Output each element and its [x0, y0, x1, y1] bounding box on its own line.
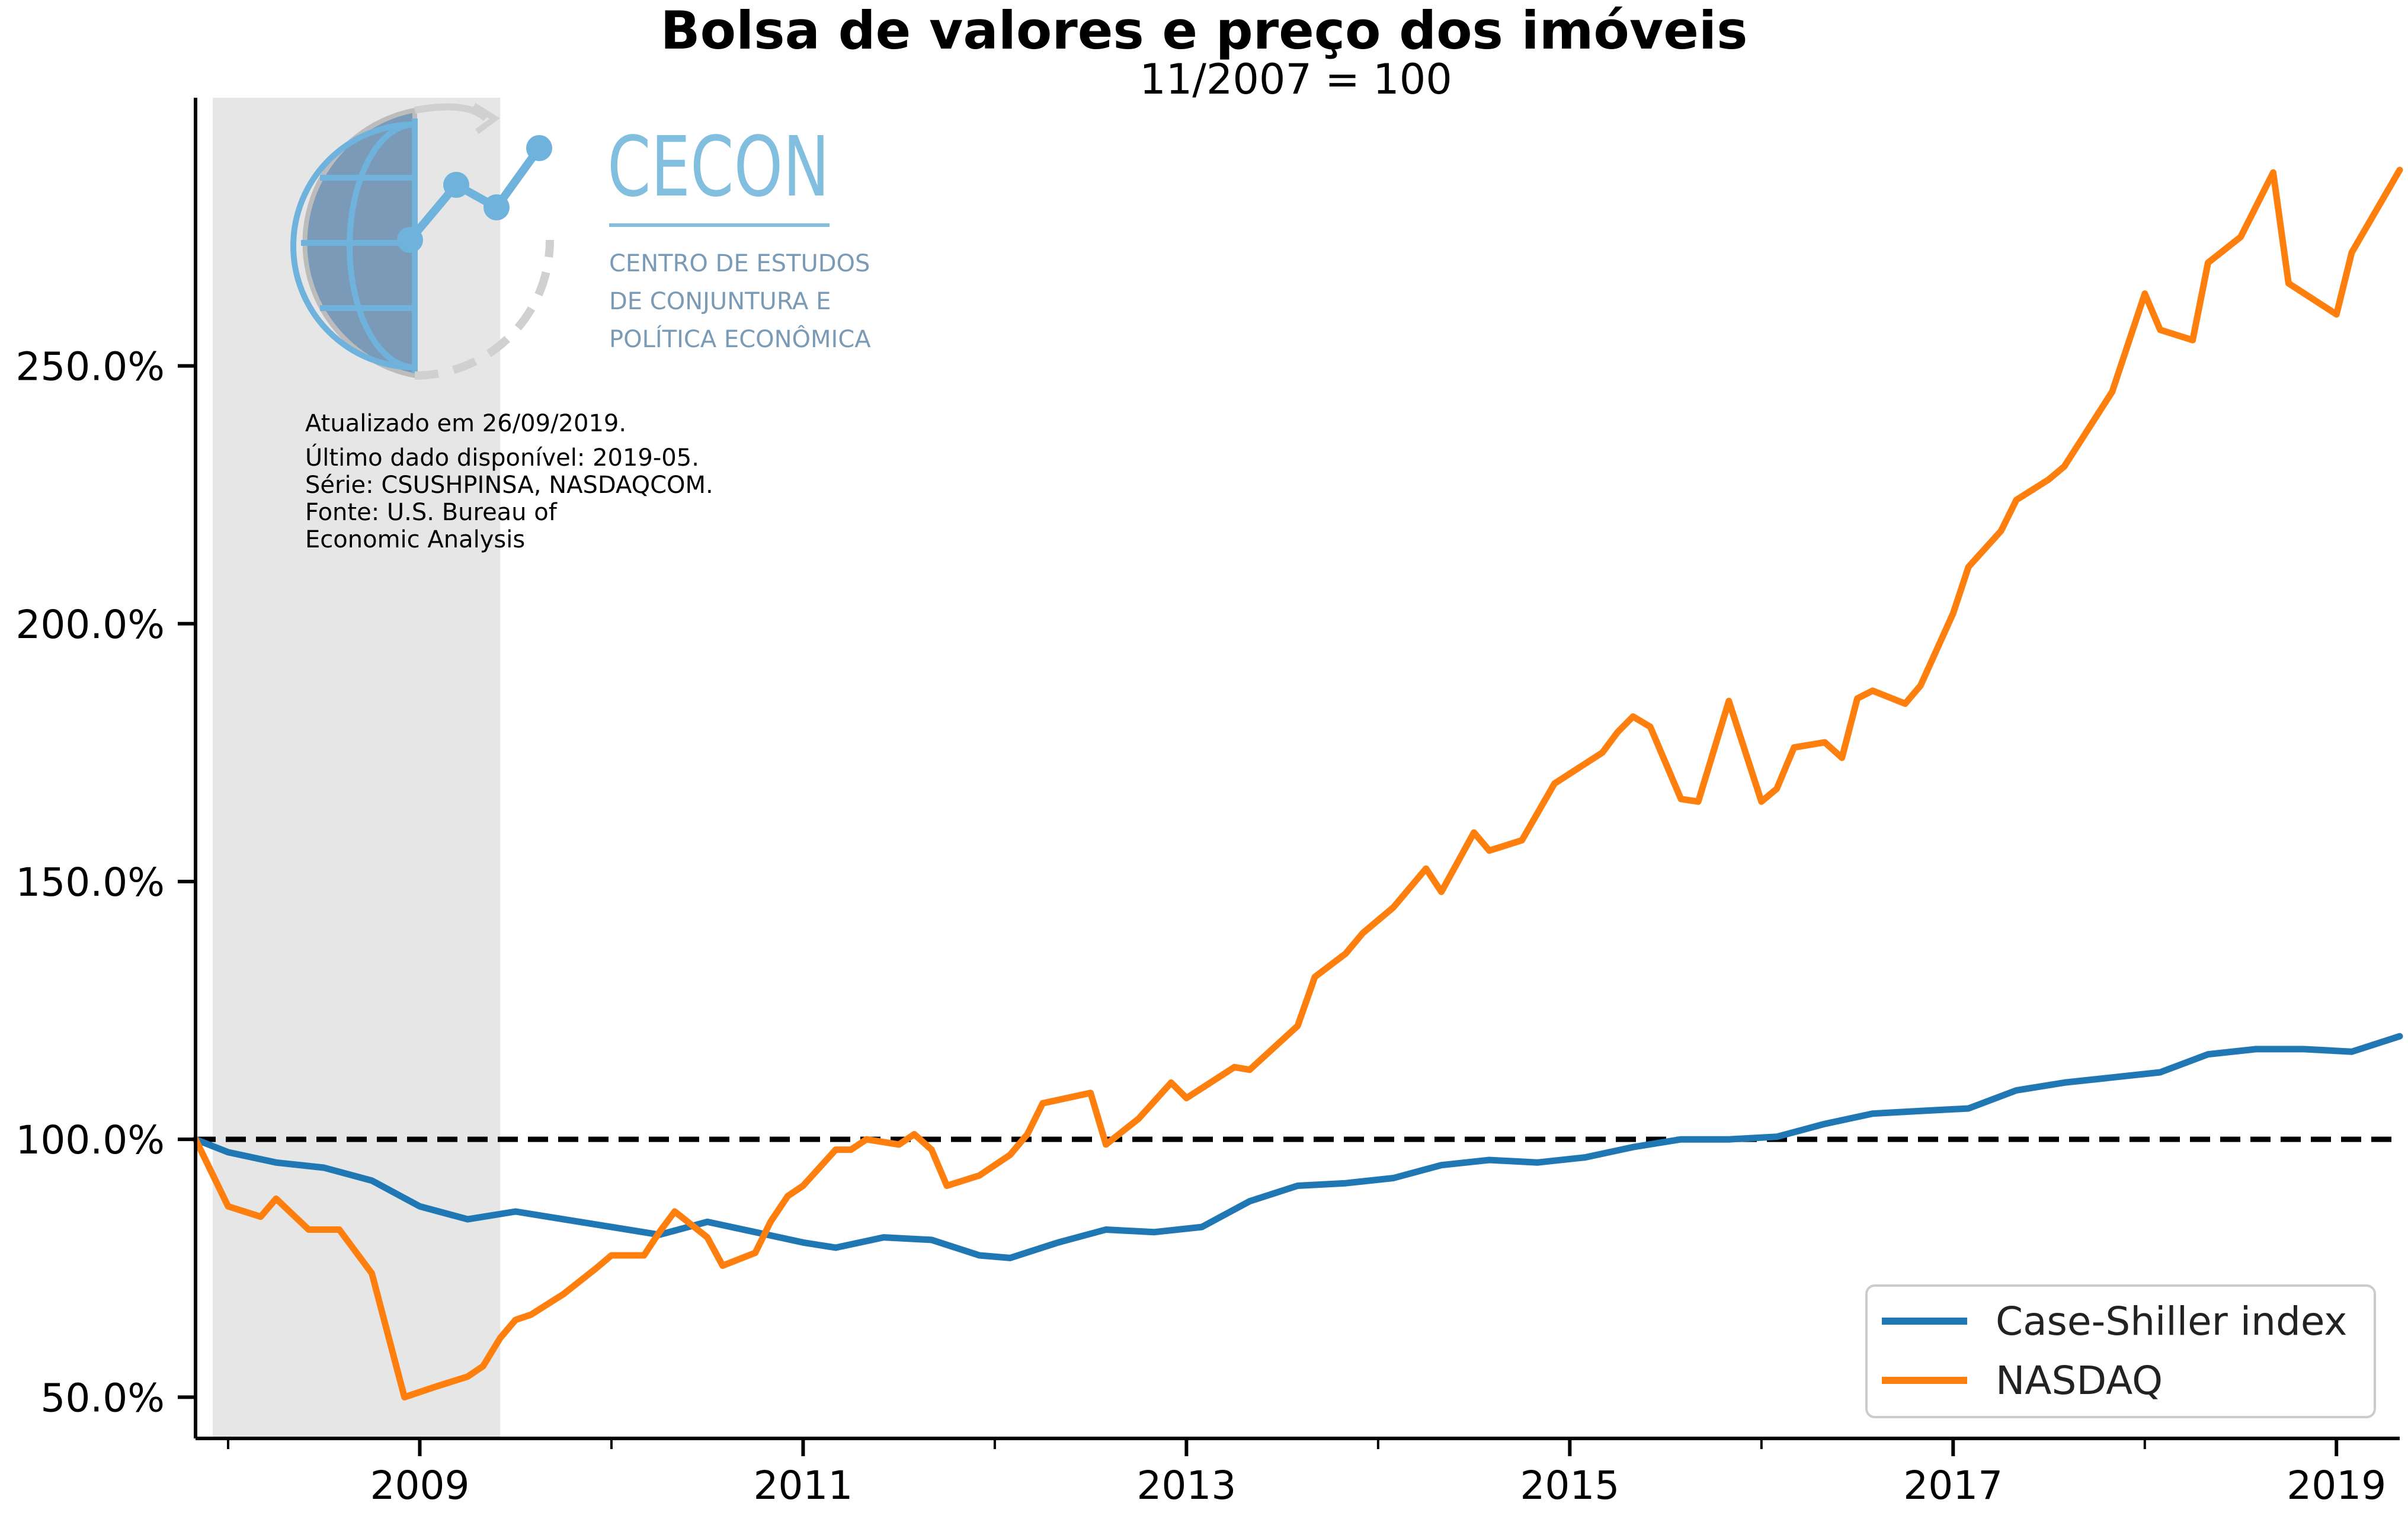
logo-arc-top: [414, 103, 489, 121]
y-tick-label: 250.0%: [15, 344, 165, 390]
logo-name: CECON: [607, 119, 830, 216]
x-tick-label: 2017: [1903, 1463, 2003, 1508]
logo-line-2: DE CONJUNTURA E: [609, 288, 831, 315]
y-tick-label: 200.0%: [15, 602, 165, 648]
logo-arrow-head: [472, 102, 500, 134]
legend: Case-Shiller index NASDAQ: [1865, 1284, 2376, 1418]
logo-trend-line: [406, 145, 543, 243]
note-series: Série: CSUSHPINSA, NASDAQCOM.: [305, 472, 713, 499]
axes: 50.0%100.0%150.0%200.0%250.0% 2009 2011 20…: [15, 98, 2400, 1508]
logo-trend-point: [526, 135, 552, 161]
logo-line-3: POLÍTICA ECONÔMICA: [609, 325, 871, 353]
x-ticks: 2009 2011 2013 2015 2017 2019: [226, 1438, 2386, 1508]
note-last-data: Último dado disponível: 2019-05.: [305, 443, 699, 472]
x-tick-label: 2009: [370, 1463, 469, 1508]
legend-box: [1865, 1284, 2376, 1418]
y-tick-label: 150.0%: [15, 860, 165, 905]
note-updated: Atualizado em 26/09/2019.: [305, 410, 626, 437]
cecon-logo: CECON CENTRO DE ESTUDOS DE CONJUNTURA E …: [290, 102, 871, 380]
logo-trend-point: [483, 194, 510, 220]
note-source-cont: Economic Analysis: [305, 526, 525, 553]
note-source: Fonte: U.S. Bureau of: [305, 499, 558, 526]
x-tick-label: 2019: [2287, 1463, 2386, 1508]
legend-label-nasdaq: NASDAQ: [1996, 1358, 2163, 1403]
x-tick-label: 2011: [753, 1463, 853, 1508]
chart-title: Bolsa de valores e preço dos imóveis: [661, 0, 1748, 61]
y-ticks: 50.0% 100.0% 150.0% 200.0% 250.0%: [15, 344, 196, 1421]
series-layer: [192, 166, 2403, 1401]
chart-subtitle: 11/2007 = 100: [1139, 55, 1452, 104]
y-tick-label: 100.0%: [15, 1117, 165, 1163]
legend-label-case-shiller: Case-Shiller index: [1996, 1299, 2347, 1344]
logo-line-1: CENTRO DE ESTUDOS: [609, 250, 870, 277]
logo-trend-point: [443, 172, 469, 198]
series-line-nasdaq: [192, 166, 2403, 1401]
x-tick-label: 2013: [1136, 1463, 1236, 1508]
x-tick-label: 2015: [1520, 1463, 1619, 1508]
update-notes: Atualizado em 26/09/2019. Último dado di…: [305, 410, 713, 553]
y-tick-label: 50.0%: [40, 1375, 165, 1421]
logo-trend-point: [397, 227, 423, 253]
series-line-case-shiller: [192, 1033, 2403, 1261]
